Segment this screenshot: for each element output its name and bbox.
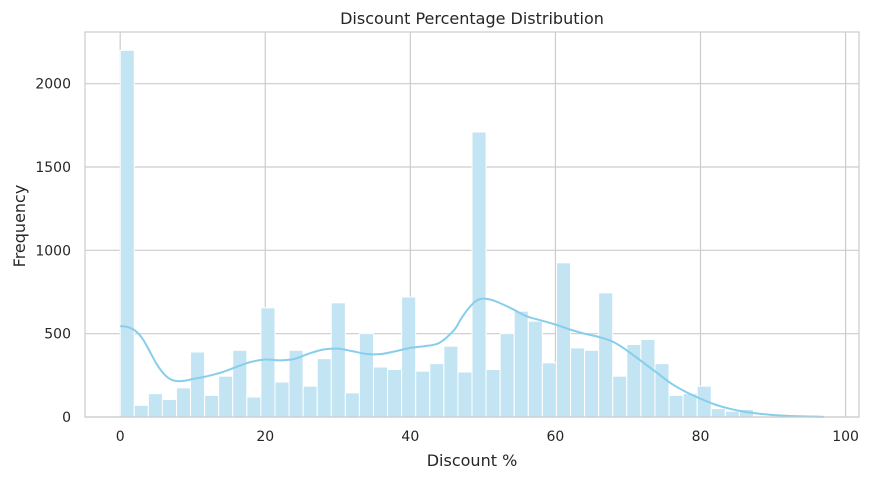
y-tick-labels: 0 500 1000 1500 2000	[35, 77, 71, 426]
histogram-bar	[499, 333, 515, 418]
histogram-bar	[246, 396, 262, 418]
histogram-bar	[513, 310, 529, 418]
histogram-bar	[640, 339, 656, 418]
y-tick-label: 1000	[35, 243, 71, 259]
histogram-bar	[429, 363, 445, 418]
histogram-bar	[147, 393, 163, 418]
histogram-bar	[344, 392, 360, 418]
histogram-bar	[232, 349, 248, 418]
histogram-bar	[527, 320, 543, 418]
histogram-bar	[161, 399, 177, 418]
histogram-bar	[204, 394, 220, 418]
histogram-bar	[274, 381, 290, 418]
y-tick-label: 1500	[35, 160, 71, 176]
x-tick-label: 80	[692, 429, 710, 445]
histogram-bar	[668, 394, 684, 418]
histogram-bar	[190, 351, 206, 418]
histogram-bar	[710, 408, 726, 418]
histogram-bar	[302, 385, 318, 418]
histogram-bar	[612, 375, 628, 418]
histogram-bar	[330, 302, 346, 418]
y-axis-title: Frequency	[10, 185, 29, 268]
histogram-bar	[598, 292, 614, 418]
histogram-bar	[133, 404, 149, 418]
histogram-bar	[724, 410, 740, 418]
x-tick-label: 20	[256, 429, 274, 445]
histogram-bar	[415, 370, 431, 418]
histogram-bar	[584, 349, 600, 418]
y-tick-label: 0	[62, 410, 71, 426]
x-tick-label: 60	[547, 429, 565, 445]
histogram-bars	[119, 49, 754, 418]
histogram-bar	[218, 375, 234, 418]
x-tick-label: 100	[832, 429, 859, 445]
histogram-bar	[387, 369, 403, 418]
histogram-bar	[570, 347, 586, 418]
chart-title: Discount Percentage Distribution	[340, 9, 604, 28]
histogram-bar	[260, 307, 276, 418]
histogram-bar	[485, 369, 501, 418]
x-tick-label: 40	[401, 429, 419, 445]
kde-curve	[120, 297, 824, 418]
histogram-bar	[457, 371, 473, 418]
x-tick-label: 0	[116, 429, 125, 445]
histogram-bar	[471, 131, 487, 418]
y-tick-label: 500	[44, 327, 71, 343]
histogram-bar	[555, 262, 572, 418]
y-tick-label: 2000	[35, 77, 71, 93]
x-axis-title: Discount %	[427, 451, 518, 470]
histogram-bar	[119, 49, 135, 418]
histogram-bar	[443, 345, 459, 418]
histogram-bar	[401, 296, 417, 418]
histogram-bar	[175, 387, 192, 418]
histogram-bar	[541, 362, 557, 418]
x-tick-labels: 0 20 40 60 80 100	[116, 429, 859, 445]
plot-frame	[84, 31, 860, 418]
histogram-bar	[372, 366, 389, 418]
histogram-bar	[358, 333, 374, 418]
histogram-bar	[316, 358, 332, 418]
